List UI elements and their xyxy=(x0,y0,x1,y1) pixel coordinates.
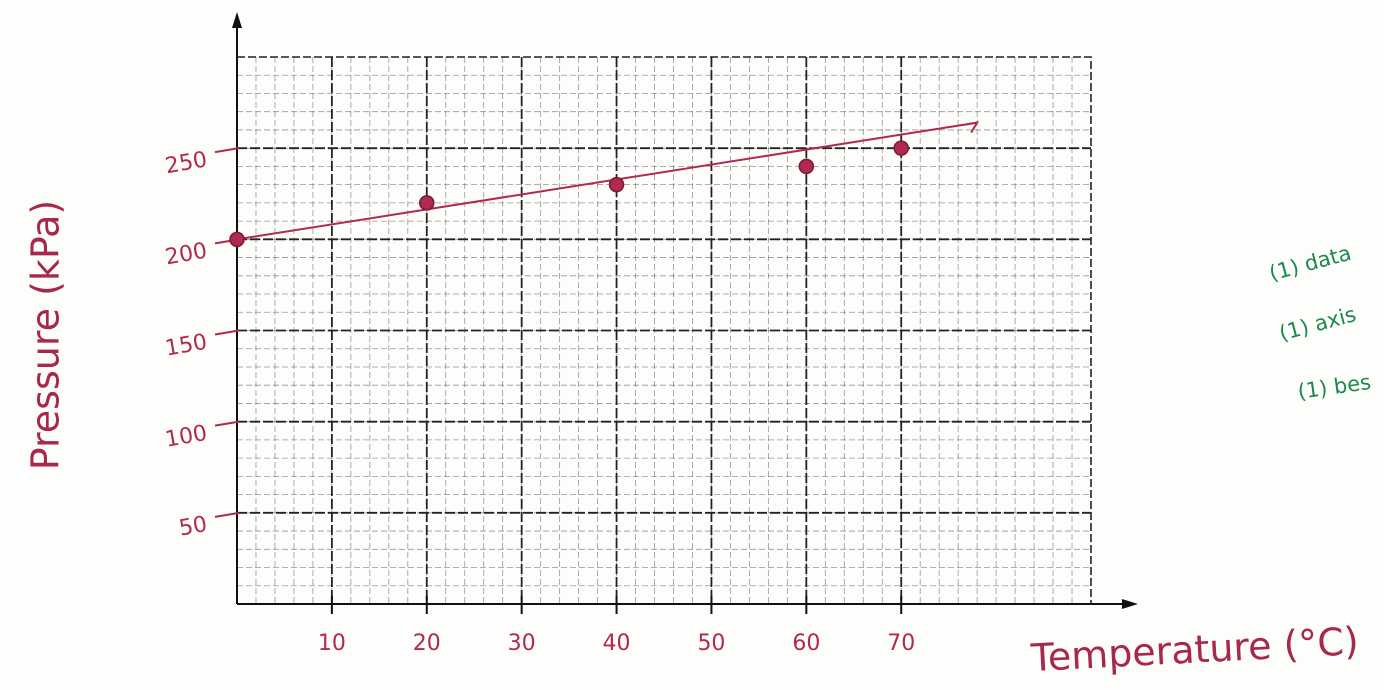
page: {"chart_data": {"type": "scatter", "x_la… xyxy=(0,0,1384,690)
x-tick-label: 30 xyxy=(508,631,536,656)
graph-paper xyxy=(237,57,1091,604)
y-tick xyxy=(215,513,239,517)
data-point xyxy=(894,141,908,155)
fit-arrow xyxy=(965,123,977,133)
x-tick-label: 40 xyxy=(603,631,631,656)
best-fit-line xyxy=(237,123,977,240)
x-tick-label: 10 xyxy=(318,631,346,656)
y-tick-label: 150 xyxy=(163,330,209,362)
data-point xyxy=(610,178,624,192)
annotation: (1) data xyxy=(1267,241,1354,286)
annotation: (1) axis xyxy=(1277,302,1359,345)
y-tick-label: 250 xyxy=(163,147,209,179)
chart: Pressure (kPa) Temperature (°C) (1) data… xyxy=(0,0,1384,690)
x-axis-arrow xyxy=(1122,599,1138,609)
x-tick-label: 70 xyxy=(887,631,915,656)
annotation: (1) bes xyxy=(1296,370,1372,404)
x-tick-label: 20 xyxy=(413,631,441,656)
y-axis-label: Pressure (kPa) xyxy=(24,200,68,471)
x-tick-label: 50 xyxy=(697,631,725,656)
y-tick xyxy=(215,422,239,426)
data-point xyxy=(799,159,813,173)
data-point xyxy=(420,196,434,210)
data-point xyxy=(230,232,244,246)
y-axis-arrow xyxy=(232,12,242,28)
x-axis-label: Temperature (°C) xyxy=(1029,619,1360,680)
y-tick xyxy=(215,148,239,152)
y-tick xyxy=(215,331,239,335)
y-tick-label: 200 xyxy=(163,239,209,271)
y-tick-label: 50 xyxy=(177,512,209,541)
y-tick-label: 100 xyxy=(163,421,209,453)
x-tick-label: 60 xyxy=(792,631,820,656)
